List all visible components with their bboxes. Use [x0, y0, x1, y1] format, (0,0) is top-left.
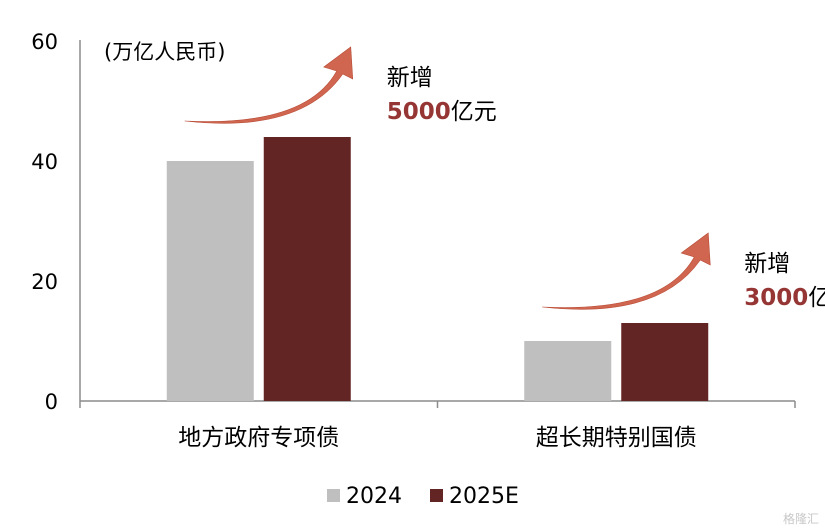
y-axis-tick-labels: 0 20 40 60	[31, 30, 58, 414]
bar-2025E-0	[263, 137, 351, 401]
y-tick-label: 20	[31, 270, 58, 294]
y-tick-label: 0	[45, 390, 58, 414]
curved-arrow	[542, 232, 711, 310]
legend-label: 2024	[346, 484, 402, 509]
legend: 2024 2025E	[327, 484, 519, 509]
tick-marks	[79, 401, 796, 408]
annotation-value: 5000亿元	[387, 99, 497, 125]
legend-swatch-2024	[327, 489, 340, 502]
annotation-label: 新增	[744, 251, 790, 277]
curved-arrow	[184, 46, 354, 124]
unit-label: (万亿人民币)	[104, 40, 225, 64]
x-axis-category-labels: 地方政府专项债 超长期特别国债	[178, 425, 697, 451]
category-label: 地方政府专项债	[178, 425, 339, 451]
bar-2025E-1	[621, 323, 709, 401]
annotation-unit: 亿元	[808, 285, 825, 311]
legend-label: 2025E	[449, 484, 519, 509]
annotations: 新增5000亿元新增3000亿元	[184, 46, 825, 311]
annotation-unit: 亿元	[451, 99, 497, 125]
legend-swatch-2025E	[430, 489, 443, 502]
y-tick-label: 40	[31, 150, 58, 174]
annotation-label: 新增	[387, 65, 433, 91]
annotation-number: 3000	[744, 285, 808, 311]
annotation-value: 3000亿元	[744, 285, 825, 311]
annotation-number: 5000	[387, 99, 451, 125]
category-label: 超长期特别国债	[536, 425, 697, 451]
bar-2024-0	[166, 161, 254, 401]
bars	[166, 137, 709, 401]
bar-2024-1	[524, 341, 612, 401]
y-tick-label: 60	[31, 30, 58, 54]
watermark: 格隆汇	[782, 512, 819, 526]
